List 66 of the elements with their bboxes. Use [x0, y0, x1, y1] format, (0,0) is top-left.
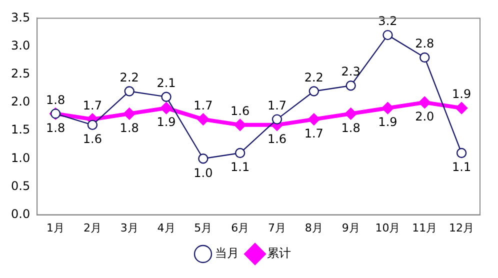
point — [124, 108, 135, 120]
x-tick-label: 11月 — [412, 221, 438, 234]
data-label: 1.1 — [230, 160, 250, 174]
data-label: 1.8 — [341, 120, 360, 135]
point — [124, 86, 134, 96]
point — [87, 120, 98, 130]
data-label: 1.0 — [194, 166, 213, 180]
x-tick-label: 4月 — [157, 221, 176, 234]
data-label: 1.8 — [46, 92, 66, 107]
x-tick-label: 9月 — [342, 221, 360, 234]
y-tick-label: 0.5 — [10, 178, 30, 193]
x-tick-label: 10月 — [375, 221, 400, 234]
data-label: 2.3 — [341, 64, 360, 79]
point — [272, 114, 282, 124]
data-label: 1.8 — [46, 120, 66, 135]
data-label: 1.7 — [194, 98, 213, 112]
data-label: 1.9 — [156, 115, 176, 130]
point — [420, 52, 430, 63]
y-tick-label: 1.5 — [10, 122, 30, 137]
point — [382, 30, 393, 40]
point — [161, 92, 172, 102]
data-label: 1.9 — [452, 87, 472, 102]
data-label: 2.1 — [156, 76, 176, 90]
point — [308, 86, 320, 96]
point — [198, 114, 209, 125]
data-label: 2.2 — [120, 70, 139, 84]
x-tick-label: 5月 — [194, 221, 212, 234]
x-tick-label: 2月 — [83, 221, 102, 234]
y-tick-label: 3.5 — [10, 10, 30, 24]
point — [160, 102, 172, 114]
data-label: 1.7 — [267, 98, 287, 112]
x-tick-label: 3月 — [120, 221, 138, 234]
point — [234, 148, 246, 158]
point — [456, 148, 467, 158]
y-tick-label: 1.0 — [10, 150, 30, 165]
y-tick-label: 2.0 — [10, 94, 30, 109]
data-label: 1.7 — [82, 98, 102, 112]
point — [419, 96, 430, 108]
data-label: 3.2 — [378, 14, 398, 28]
y-tick-label: 3.0 — [10, 38, 30, 52]
point — [382, 102, 394, 114]
point — [198, 154, 208, 164]
data-label: 1.9 — [378, 115, 398, 130]
x-tick-label: 12月 — [449, 221, 474, 234]
x-tick-label: 6月 — [231, 221, 250, 234]
point — [346, 80, 356, 91]
point — [456, 102, 468, 114]
data-label: 2.0 — [415, 110, 434, 124]
data-label: 1.6 — [230, 104, 250, 118]
point — [308, 114, 320, 125]
x-tick-label: 1月 — [46, 221, 65, 234]
data-label: 1.7 — [304, 126, 324, 140]
y-tick-label: 2.5 — [10, 66, 30, 80]
point — [234, 119, 246, 130]
x-tick-label: 7月 — [268, 221, 286, 234]
data-label: 1.8 — [120, 120, 139, 135]
legend-label: 当月 — [215, 246, 239, 260]
data-label: 2.8 — [415, 36, 434, 51]
data-label: 1.1 — [452, 160, 472, 174]
data-label: 1.6 — [82, 132, 102, 146]
data-label: 2.2 — [304, 70, 324, 84]
y-tick-label: 0.0 — [10, 206, 30, 221]
data-label: 1.6 — [267, 132, 287, 146]
legend-label: 累计 — [267, 246, 291, 260]
x-tick-label: 8月 — [304, 221, 323, 234]
point — [345, 108, 356, 120]
